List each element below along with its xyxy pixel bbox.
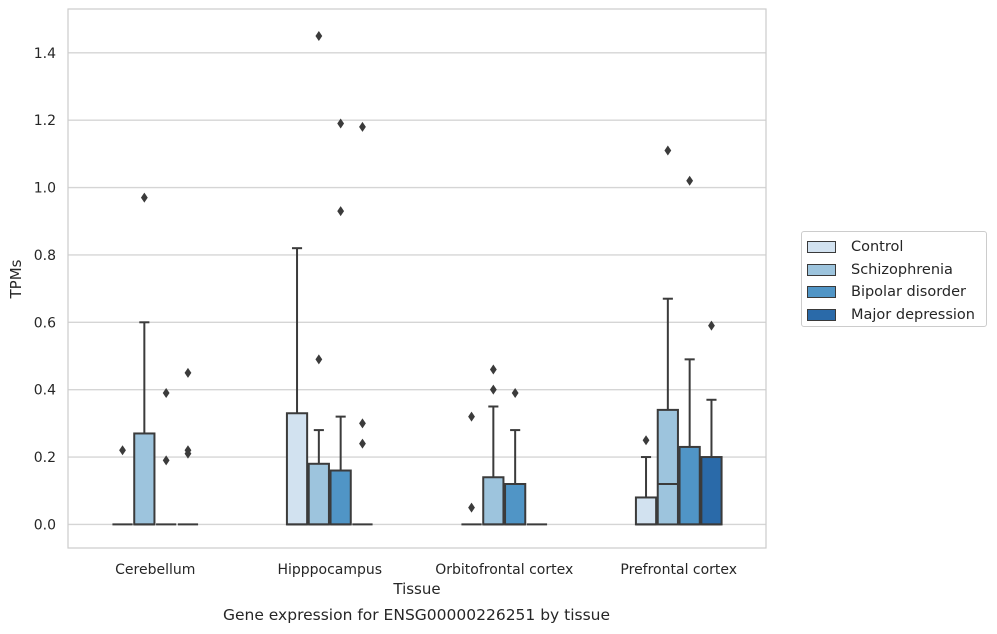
x-tick-label: Prefrontal cortex — [620, 562, 737, 578]
box-body — [285, 412, 309, 526]
outlier-point — [184, 367, 192, 378]
outlier-point — [468, 411, 475, 422]
x-tick-labels: Cerebellum Hipppocampus Orbitofrontal cort… — [115, 562, 737, 578]
legend-label-bipolar-disorder: Bipolar disorder — [851, 284, 966, 301]
y-tick-label: 0.6 — [34, 315, 56, 331]
box-prefrontal-cortex-major-depression — [700, 320, 723, 526]
box-orbitofrontal-cortex-bipolar-disorder — [504, 388, 527, 526]
boxes — [112, 30, 723, 526]
outlier-point — [315, 30, 323, 41]
box-orbitofrontal-cortex-schizophrenia — [482, 364, 505, 526]
outlier-point — [489, 384, 497, 395]
box-hipppocampus-major-depression — [352, 121, 373, 526]
outlier-point — [359, 438, 366, 449]
box-body — [307, 462, 330, 526]
outlier-point — [337, 118, 345, 129]
box-cerebellum-control — [112, 445, 133, 526]
outlier-point — [489, 364, 497, 375]
outlier-point — [468, 502, 475, 513]
y-tick-labels: 0.0 0.2 0.4 0.6 0.8 1.0 1.2 1.4 — [34, 46, 56, 534]
box-body — [482, 476, 505, 526]
box-body — [133, 432, 156, 526]
outlier-point — [642, 435, 650, 446]
box-hipppocampus-control — [285, 247, 309, 526]
box-hipppocampus-schizophrenia — [307, 30, 330, 526]
outlier-point — [359, 418, 366, 429]
outlier-point — [511, 388, 519, 399]
outlier-point — [140, 192, 148, 203]
legend-item-bipolar-disorder: Bipolar disorder — [807, 281, 986, 304]
legend-item-major-depression: Major depression — [807, 304, 986, 327]
box-cerebellum-major-depression — [177, 367, 199, 526]
box-prefrontal-cortex-schizophrenia — [656, 145, 679, 526]
outlier-point — [119, 445, 126, 456]
legend: Control Schizophrenia Bipolar disorder M… — [801, 231, 987, 327]
legend-swatch-schizophrenia — [807, 263, 836, 276]
y-tick-label: 0.4 — [34, 383, 56, 399]
legend-swatch-control — [807, 241, 836, 254]
box-body — [634, 496, 658, 526]
outlier-point — [184, 448, 192, 459]
outlier-point — [664, 145, 672, 156]
legend-item-control: Control — [807, 236, 986, 259]
x-tick-label: Cerebellum — [115, 562, 195, 578]
plot-frame — [67, 8, 767, 549]
y-tick-label: 1.0 — [34, 181, 56, 197]
x-axis-title: Tissue — [392, 580, 440, 598]
box-body — [504, 482, 527, 526]
box-body — [656, 408, 679, 526]
outlier-point — [708, 320, 715, 331]
y-tick-label: 0.2 — [34, 450, 56, 466]
x-tick-label: Orbitofrontal cortex — [435, 562, 573, 578]
box-prefrontal-cortex-control — [634, 435, 658, 526]
outlier-point — [162, 455, 170, 466]
legend-label-major-depression: Major depression — [851, 306, 975, 323]
outlier-point — [315, 354, 323, 365]
x-tick-label: Hipppocampus — [277, 562, 382, 578]
chart-caption: Gene expression for ENSG00000226251 by t… — [222, 606, 611, 624]
y-tick-label: 1.4 — [34, 46, 56, 62]
box-body — [700, 456, 723, 526]
legend-swatch-bipolar-disorder — [807, 286, 836, 299]
legend-item-schizophrenia: Schizophrenia — [807, 259, 986, 282]
box-body — [678, 445, 701, 526]
box-cerebellum-bipolar-disorder — [156, 388, 177, 526]
y-tick-label: 0.8 — [34, 248, 56, 264]
box-prefrontal-cortex-bipolar-disorder — [678, 175, 701, 526]
outlier-point — [686, 175, 694, 186]
y-axis-title: TPMs — [7, 259, 25, 299]
legend-swatch-major-depression — [807, 308, 836, 321]
box-cerebellum-schizophrenia — [133, 192, 156, 526]
box-orbitofrontal-cortex-control — [461, 411, 482, 526]
outlier-point — [337, 206, 345, 217]
y-tick-label: 1.2 — [34, 113, 56, 129]
legend-label-schizophrenia: Schizophrenia — [851, 261, 953, 278]
box-hipppocampus-bipolar-disorder — [329, 118, 352, 526]
gridlines — [68, 52, 766, 526]
outlier-point — [162, 388, 170, 399]
y-tick-label: 0.0 — [34, 517, 56, 533]
box-body — [329, 469, 352, 526]
legend-label-control: Control — [851, 239, 904, 256]
outlier-point — [359, 121, 366, 132]
